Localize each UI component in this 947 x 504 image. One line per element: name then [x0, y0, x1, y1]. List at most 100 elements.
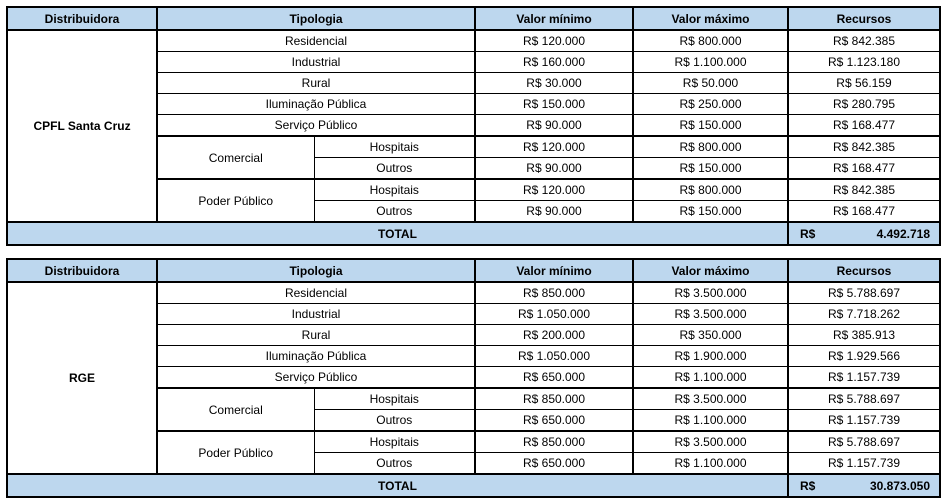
max-value-cell: R$ 1.900.000: [632, 345, 789, 367]
min-value-cell: R$ 1.050.000: [474, 303, 634, 325]
table-row: Industrial R$ 1.050.000 R$ 3.500.000 R$ 7.7…: [7, 303, 941, 325]
typology-subtype-cell: Outros: [313, 200, 476, 223]
total-amount-cell: R$ 30.873.050: [787, 473, 941, 498]
header-valor-maximo: Valor máximo: [632, 6, 789, 31]
min-value-cell: R$ 850.000: [474, 387, 634, 410]
resources-cell: R$ 7.718.262: [787, 303, 941, 325]
min-value-cell: R$ 150.000: [474, 93, 634, 115]
resources-cell: R$ 280.795: [787, 93, 941, 115]
typology-cell: Serviço Público: [156, 366, 476, 389]
header-valor-minimo: Valor mínimo: [474, 258, 634, 283]
table-row: Comercial Hospitais R$ 850.000 R$ 3.500.000…: [7, 387, 941, 432]
distributor-cell: CPFL Santa Cruz: [6, 29, 158, 223]
table-row: Outros R$ 90.000 R$ 150.000 R$ 168.477: [7, 200, 941, 223]
table-row: Rural R$ 200.000 R$ 350.000 R$ 385.913: [7, 324, 941, 346]
resources-cell: R$ 842.385: [787, 135, 941, 158]
max-value-cell: R$ 800.000: [632, 178, 789, 201]
currency-symbol: R$: [800, 478, 816, 493]
funding-table-rge: Distribuidora Tipologia Valor mínimo Valor …: [6, 258, 941, 498]
max-value-cell: R$ 3.500.000: [632, 303, 789, 325]
typology-cell: Rural: [156, 324, 476, 346]
total-row: TOTAL R$ 30.873.050: [6, 473, 941, 498]
max-value-cell: R$ 150.000: [632, 200, 789, 223]
typology-group-cell: Poder Público: [156, 430, 315, 475]
min-value-cell: R$ 650.000: [474, 452, 634, 475]
max-value-cell: R$ 150.000: [632, 114, 789, 137]
total-amount: R$ 30.873.050: [792, 480, 936, 492]
max-value-cell: R$ 50.000: [632, 72, 789, 94]
max-value-cell: R$ 3.500.000: [632, 430, 789, 453]
typology-cell: Iluminação Pública: [156, 345, 476, 367]
max-value-cell: R$ 350.000: [632, 324, 789, 346]
resources-cell: R$ 1.929.566: [787, 345, 941, 367]
max-value-cell: R$ 150.000: [632, 157, 789, 180]
min-value-cell: R$ 650.000: [474, 409, 634, 432]
max-value-cell: R$ 1.100.000: [632, 51, 789, 73]
min-value-cell: R$ 120.000: [474, 29, 634, 52]
total-amount-cell: R$ 4.492.718: [787, 221, 941, 246]
total-label-cell: TOTAL: [6, 473, 789, 498]
typology-cell: Iluminação Pública: [156, 93, 476, 115]
min-value-cell: R$ 200.000: [474, 324, 634, 346]
resources-cell: R$ 1.157.739: [787, 409, 941, 432]
table-row: CPFL Santa Cruz Residencial R$ 120.000 R$ 8…: [6, 29, 941, 223]
min-value-cell: R$ 120.000: [474, 178, 634, 201]
typology-subtype-cell: Hospitais: [313, 430, 476, 453]
header-valor-minimo: Valor mínimo: [474, 6, 634, 31]
resources-cell: R$ 385.913: [787, 324, 941, 346]
header-row: Distribuidora Tipologia Valor mínimo Valor …: [6, 6, 941, 31]
typology-subtype-cell: Outros: [313, 409, 476, 432]
min-value-cell: R$ 1.050.000: [474, 345, 634, 367]
header-recursos: Recursos: [787, 258, 941, 283]
table-row: Outros R$ 650.000 R$ 1.100.000 R$ 1.157.739: [7, 452, 941, 475]
header-recursos: Recursos: [787, 6, 941, 31]
header-tipologia: Tipologia: [156, 6, 476, 31]
resources-cell: R$ 842.385: [787, 29, 941, 52]
table-row: Iluminação Pública R$ 1.050.000 R$ 1.900.0…: [7, 345, 941, 367]
max-value-cell: R$ 1.100.000: [632, 366, 789, 389]
header-distribuidora: Distribuidora: [6, 258, 158, 283]
resources-cell: R$ 1.157.739: [787, 366, 941, 389]
max-value-cell: R$ 800.000: [632, 135, 789, 158]
header-distribuidora: Distribuidora: [6, 6, 158, 31]
total-row: TOTAL R$ 4.492.718: [6, 221, 941, 246]
min-value-cell: R$ 650.000: [474, 366, 634, 389]
typology-cell: Residencial: [156, 281, 476, 304]
min-value-cell: R$ 850.000: [474, 281, 634, 304]
typology-subtype-cell: Hospitais: [313, 178, 476, 201]
resources-cell: R$ 5.788.697: [787, 387, 941, 410]
resources-cell: R$ 56.159: [787, 72, 941, 94]
distributor-cell: RGE: [6, 281, 158, 475]
typology-cell: Industrial: [156, 303, 476, 325]
min-value-cell: R$ 120.000: [474, 135, 634, 158]
max-value-cell: R$ 3.500.000: [632, 281, 789, 304]
max-value-cell: R$ 1.100.000: [632, 452, 789, 475]
typology-cell: Residencial: [156, 29, 476, 52]
table-row: Industrial R$ 160.000 R$ 1.100.000 R$ 1.123…: [7, 51, 941, 73]
min-value-cell: R$ 850.000: [474, 430, 634, 453]
resources-cell: R$ 5.788.697: [787, 281, 941, 304]
resources-cell: R$ 1.157.739: [787, 452, 941, 475]
max-value-cell: R$ 800.000: [632, 29, 789, 52]
resources-cell: R$ 842.385: [787, 178, 941, 201]
typology-cell: Rural: [156, 72, 476, 94]
typology-subtype-cell: Outros: [313, 157, 476, 180]
resources-cell: R$ 1.123.180: [787, 51, 941, 73]
total-label-cell: TOTAL: [6, 221, 789, 246]
resources-cell: R$ 5.788.697: [787, 430, 941, 453]
funding-table-cpfl-santa-cruz: Distribuidora Tipologia Valor mínimo Valor …: [6, 6, 941, 246]
total-amount: R$ 4.492.718: [792, 228, 936, 240]
typology-subtype-cell: Hospitais: [313, 387, 476, 410]
typology-cell: Serviço Público: [156, 114, 476, 137]
header-tipologia: Tipologia: [156, 258, 476, 283]
table-row: Iluminação Pública R$ 150.000 R$ 250.000 R$…: [7, 93, 941, 115]
table-row: Outros R$ 650.000 R$ 1.100.000 R$ 1.157.739: [7, 409, 941, 432]
total-amount-value: 4.492.718: [876, 226, 930, 241]
table-row: RGE Residencial R$ 850.000 R$ 3.500.000 R$ 5…: [6, 281, 941, 475]
typology-subtype-cell: Outros: [313, 452, 476, 475]
typology-group-cell: Comercial: [156, 135, 315, 180]
typology-subtype-cell: Hospitais: [313, 135, 476, 158]
min-value-cell: R$ 160.000: [474, 51, 634, 73]
max-value-cell: R$ 3.500.000: [632, 387, 789, 410]
